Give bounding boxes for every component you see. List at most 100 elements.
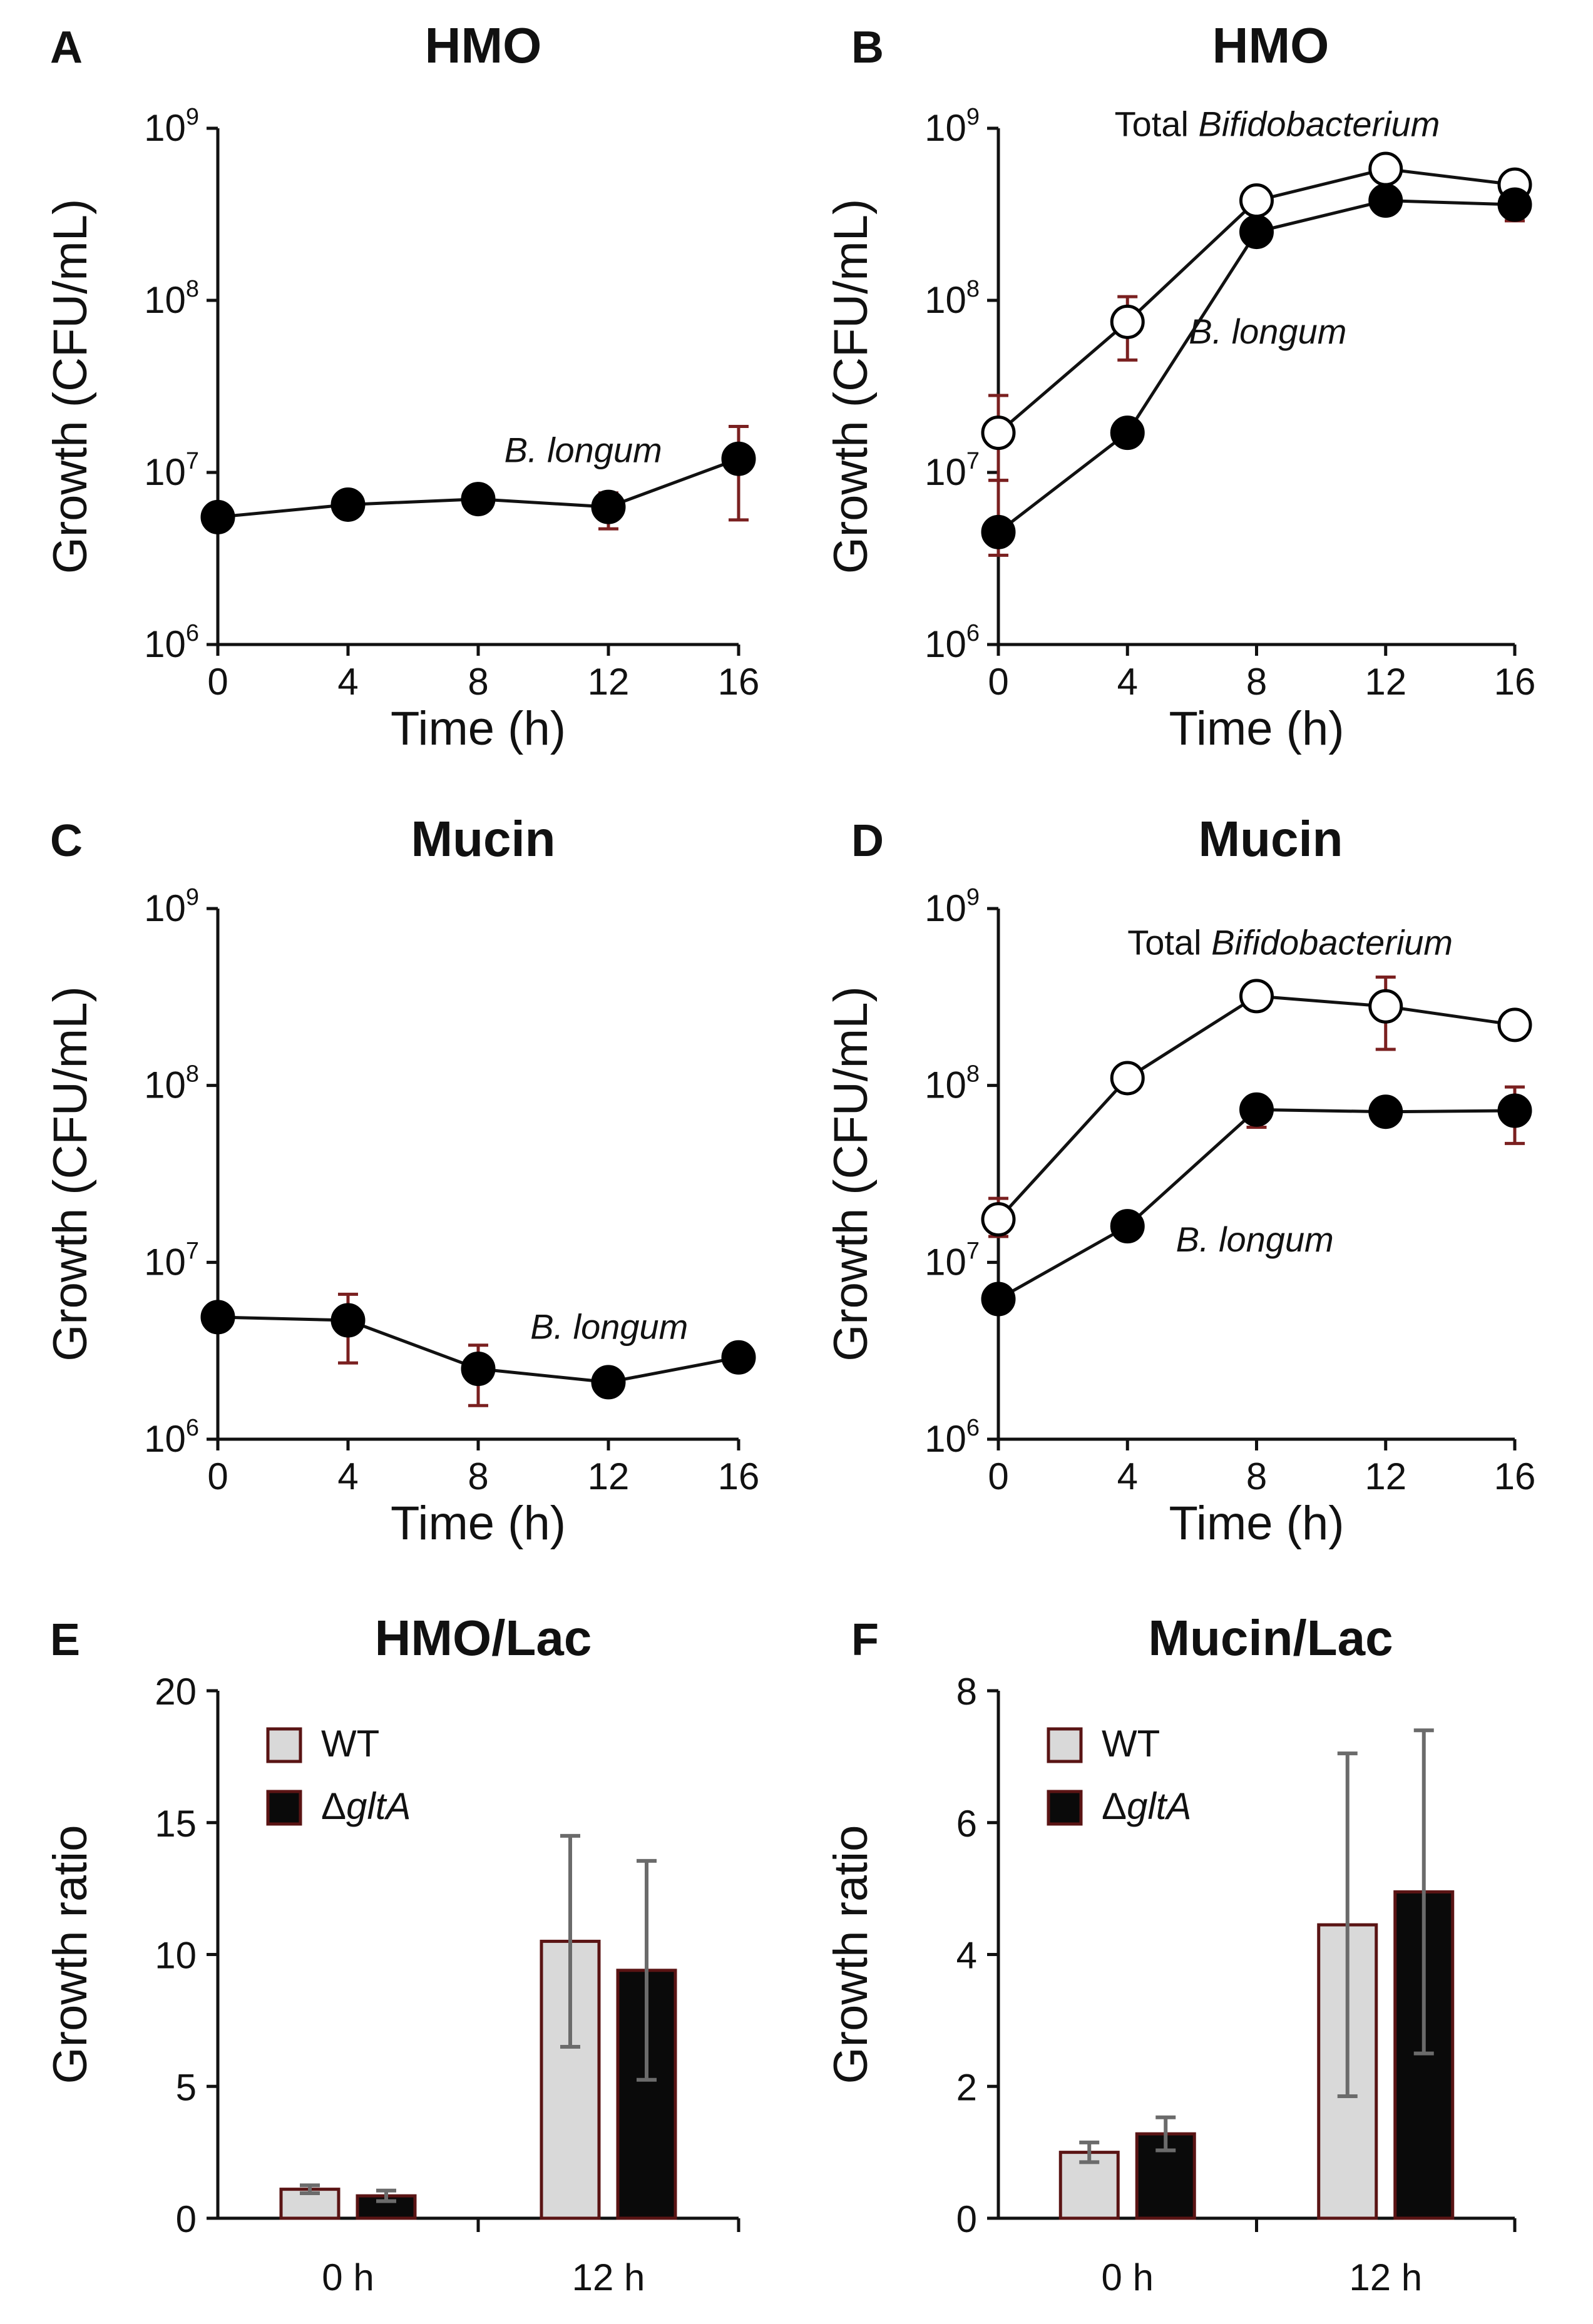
x-tick-label: 8 [468, 661, 488, 703]
legend-italic: gltA [1127, 1785, 1191, 1827]
series-annotation: B. longum [1176, 1220, 1334, 1259]
panel-title: HMO [1212, 18, 1329, 73]
panel-e: E HMO/Lac 0 5 10 15 20 Growth ratio 0 h 12 h WT Δgl… [44, 1610, 740, 2298]
y-tick-base: 10 [144, 451, 186, 493]
y-tick-exponent: 7 [186, 1238, 199, 1264]
annotation-italic: B. longum [1176, 1220, 1334, 1259]
y-tick-label: 20 [155, 1671, 197, 1713]
annotation-italic: Bifidobacterium [1211, 922, 1453, 962]
y-tick-base: 10 [144, 623, 186, 665]
x-tick-label: 16 [1494, 661, 1536, 703]
error-bar [376, 2188, 396, 2203]
series-annotation: Total Bifidobacterium [1127, 922, 1453, 962]
data-point [1368, 989, 1403, 1024]
y-tick-exponent: 6 [966, 1415, 980, 1441]
y-tick-label: 109 [144, 104, 199, 149]
y-tick-base: 10 [925, 451, 966, 493]
y-tick-label: 2 [956, 2066, 977, 2108]
data-point [591, 1365, 626, 1400]
y-tick-exponent: 8 [186, 1061, 199, 1088]
legend-italic: gltA [346, 1785, 411, 1827]
y-tick-label: 106 [925, 620, 980, 665]
x-tick-label: 4 [337, 661, 358, 703]
y-axis-label: Growth (CFU/mL) [44, 986, 97, 1362]
annotation-italic: Bifidobacterium [1198, 104, 1440, 144]
y-tick-label: 106 [925, 1415, 980, 1460]
data-point [1110, 304, 1145, 339]
x-tick-label: 16 [718, 661, 760, 703]
y-tick-label: 107 [144, 448, 199, 493]
data-point [1239, 215, 1274, 250]
panel-title: Mucin [411, 811, 555, 867]
y-tick-exponent: 9 [966, 104, 980, 130]
y-tick-exponent: 6 [966, 620, 980, 646]
data-point [1110, 415, 1145, 451]
error-bar [637, 1858, 657, 2082]
x-tick-label: 12 [588, 661, 630, 703]
data-point [1239, 183, 1274, 218]
y-tick-exponent: 8 [186, 276, 199, 302]
legend-label: ΔgltA [1102, 1785, 1191, 1827]
legend-prefix: Δ [1102, 1785, 1127, 1827]
x-axis-label: Time (h) [391, 702, 566, 755]
data-point [1497, 187, 1532, 222]
panel-title: Mucin [1198, 811, 1343, 867]
y-tick-label: 6 [956, 1803, 977, 1845]
error-bar [1079, 2140, 1100, 2164]
series-line-b-longum [997, 1108, 1515, 1301]
data-point [981, 415, 1016, 451]
annotation-prefix: Total [1115, 104, 1199, 144]
y-tick-base: 10 [925, 107, 966, 149]
x-tick-label: 8 [1246, 1455, 1267, 1497]
legend-name: WT [1102, 1723, 1160, 1765]
x-tick-label: 4 [337, 1455, 358, 1497]
y-axis-label: Growth ratio [44, 1825, 97, 2084]
y-tick-label: 10 [155, 1935, 197, 1977]
x-tick-label: 4 [1117, 661, 1138, 703]
annotation-italic: B. longum [530, 1307, 688, 1346]
y-axis-label: Growth (CFU/mL) [824, 986, 878, 1362]
y-tick-base: 10 [925, 279, 966, 321]
data-point [200, 499, 235, 534]
y-tick-label: 15 [155, 1803, 197, 1845]
y-tick-exponent: 8 [966, 276, 980, 302]
x-tick-label: 12 [1365, 1455, 1406, 1497]
x-tick-label: 0 [988, 1455, 1008, 1497]
legend-swatch [266, 1727, 302, 1763]
series-annotation: B. longum [1189, 312, 1346, 351]
y-tick-base: 10 [925, 623, 966, 665]
x-tick-label: 12 [1365, 661, 1406, 703]
data-point [1368, 183, 1403, 218]
x-axis-label: Time (h) [391, 1497, 566, 1550]
data-point [721, 1340, 756, 1375]
y-tick-base: 10 [925, 1064, 966, 1106]
legend-prefix: Δ [321, 1785, 346, 1827]
y-axis-label: Growth (CFU/mL) [44, 199, 97, 574]
y-tick-label: 107 [144, 1238, 199, 1283]
data-point [1497, 1093, 1532, 1128]
y-tick-base: 10 [925, 1418, 966, 1460]
legend-swatch [1047, 1727, 1083, 1763]
x-category-label: 12 h [572, 2256, 645, 2298]
data-point [461, 482, 496, 517]
y-tick-label: 0 [956, 2198, 977, 2240]
data-point [461, 1352, 496, 1387]
y-tick-exponent: 9 [186, 104, 199, 130]
panel-letter: A [50, 23, 83, 73]
data-point [200, 1300, 235, 1335]
data-point [1368, 151, 1403, 186]
data-point [1110, 1209, 1145, 1244]
y-tick-base: 10 [925, 887, 966, 929]
y-tick-label: 107 [925, 1238, 980, 1283]
y-tick-label: 107 [925, 448, 980, 493]
series-annotation: Total Bifidobacterium [1115, 104, 1440, 144]
data-point [981, 1202, 1016, 1237]
series-annotation: B. longum [530, 1307, 688, 1346]
error-bar [1337, 1751, 1358, 2099]
y-tick-label: 0 [176, 2198, 197, 2240]
data-point [1497, 1007, 1532, 1042]
annotation-italic: B. longum [505, 430, 662, 469]
